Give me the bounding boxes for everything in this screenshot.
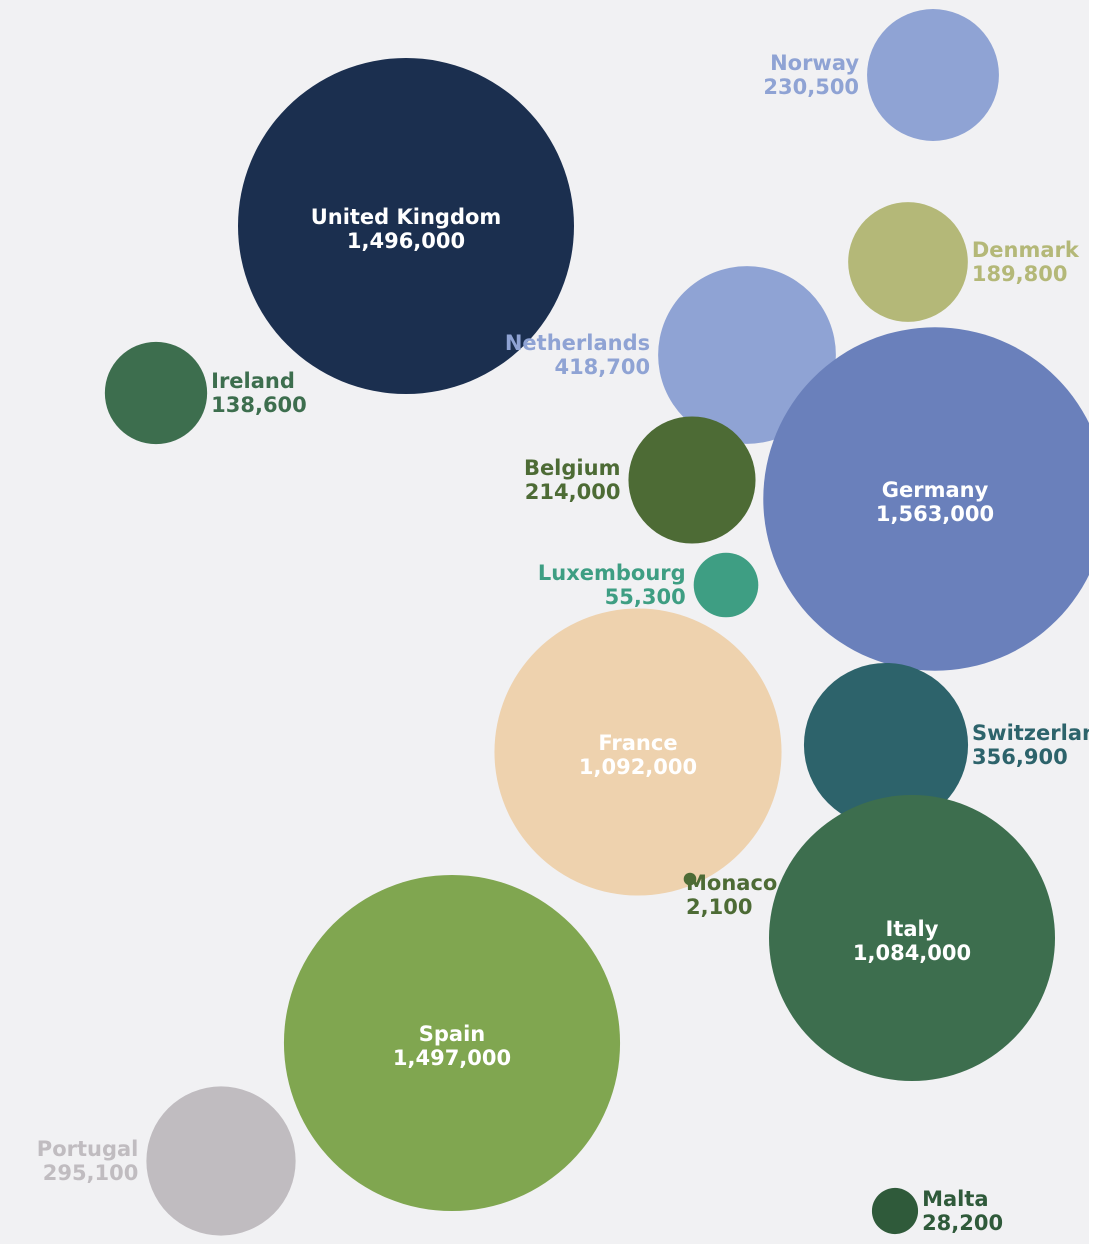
bubble-label-portugal: Portugal [37,1137,139,1161]
bubble-ireland [104,341,208,445]
bubble-value-malta: 28,200 [922,1211,1003,1235]
bubble-norway [867,9,999,141]
bubble-italy [768,794,1056,1082]
bubble-label-ireland: Ireland [211,369,295,393]
bubble-spain [283,874,621,1212]
bubble-label-united-kingdom: United Kingdom [311,205,502,229]
bubble-united-kingdom [238,58,574,394]
bubble-value-germany: 1,563,000 [876,502,994,526]
bubble-value-italy: 1,084,000 [853,941,971,965]
bubble-value-united-kingdom: 1,496,000 [347,229,465,253]
bubble-label-netherlands: Netherlands [505,331,650,355]
bubble-value-france: 1,092,000 [579,755,697,779]
bubble-value-portugal: 295,100 [43,1161,139,1185]
bubble-denmark [848,202,968,322]
bubble-value-ireland: 138,600 [211,393,307,417]
bubble-netherlands [658,266,836,444]
bubble-value-monaco: 2,100 [686,895,752,919]
bubble-value-switzerland: 356,900 [972,745,1068,769]
bubble-label-malta: Malta [922,1187,988,1211]
bubble-germany [763,327,1096,671]
bubble-label-denmark: Denmark [972,238,1080,262]
bubble-label-italy: Italy [886,917,939,941]
scrollbar-strip [1089,0,1096,1244]
bubble-label-norway: Norway [770,51,859,75]
bubble-value-netherlands: 418,700 [554,355,650,379]
bubble-label-france: France [598,731,677,755]
bubble-luxembourg [693,552,759,618]
bubble-label-belgium: Belgium [524,456,621,480]
bubble-portugal [146,1086,296,1236]
bubble-value-luxembourg: 55,300 [605,585,686,609]
bubble-value-norway: 230,500 [763,75,859,99]
bubble-value-spain: 1,497,000 [393,1046,511,1070]
bubble-label-switzerland: Switzerland [972,721,1096,745]
bubble-malta [871,1187,919,1235]
bubble-france [494,608,782,896]
bubble-switzerland [803,662,969,828]
bubble-value-belgium: 214,000 [525,480,621,504]
bubble-value-denmark: 189,800 [972,262,1068,286]
bubble-label-spain: Spain [419,1022,485,1046]
bubble-label-luxembourg: Luxembourg [538,561,686,585]
bubble-monaco [683,872,697,886]
bubble-label-germany: Germany [882,478,989,502]
bubble-belgium [628,416,756,544]
bubble-label-monaco: Monaco [686,871,777,895]
